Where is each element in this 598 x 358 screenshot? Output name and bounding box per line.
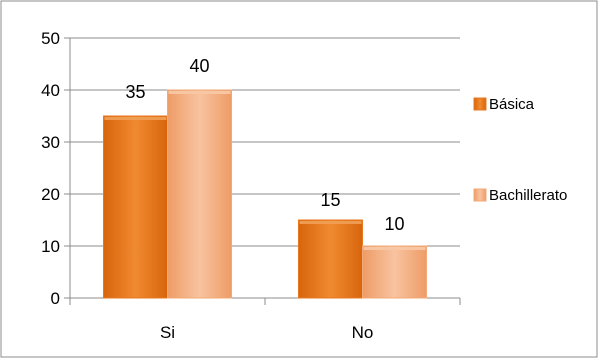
bars (103, 89, 427, 299)
y-tick-label: 30 (41, 133, 60, 152)
bar (298, 219, 363, 299)
data-label: 15 (320, 190, 340, 210)
legend-item-1: Bachillerato (473, 187, 567, 204)
x-tick-label: Si (160, 323, 175, 342)
legend: Básica Bachillerato (473, 96, 567, 204)
labels: 35 40 Si 15 10 No (125, 56, 404, 342)
bar (103, 115, 168, 299)
x-tick-label: No (352, 323, 374, 342)
data-label: 10 (384, 214, 404, 234)
legend-label: Básica (489, 96, 535, 113)
bar-bevel (104, 117, 167, 120)
bar (167, 89, 232, 299)
bar-bevel (299, 221, 362, 224)
bar-bevel (168, 91, 231, 94)
bar-si-series-0 (103, 115, 168, 299)
legend-swatch (473, 188, 487, 202)
bar-no-series-1 (362, 245, 427, 299)
bar-bevel (363, 247, 426, 250)
y-tick-label: 50 (41, 29, 60, 48)
legend-label: Bachillerato (489, 187, 567, 204)
bar-si-series-1 (167, 89, 232, 299)
legend-item-0: Básica (473, 96, 535, 113)
y-tick-label: 0 (51, 289, 60, 308)
bar (362, 245, 427, 299)
y-tick-label: 10 (41, 237, 60, 256)
data-label: 40 (189, 56, 209, 76)
y-tick-label: 40 (41, 81, 60, 100)
data-label: 35 (125, 82, 145, 102)
legend-swatch (473, 97, 487, 111)
y-tick-label: 20 (41, 185, 60, 204)
bar-no-series-0 (298, 219, 363, 299)
